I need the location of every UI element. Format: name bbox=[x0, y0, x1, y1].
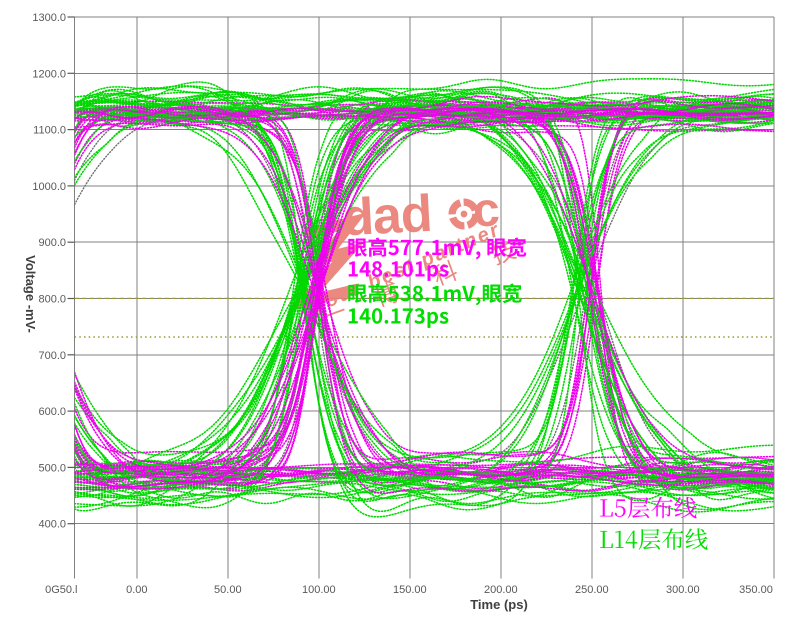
svg-text:Time (ps): Time (ps) bbox=[470, 597, 528, 612]
svg-text:200.00: 200.00 bbox=[484, 584, 518, 596]
svg-text:dad: dad bbox=[341, 185, 433, 248]
svg-text:0.00: 0.00 bbox=[126, 584, 147, 596]
svg-text:300.00: 300.00 bbox=[666, 584, 700, 596]
svg-text:900.0: 900.0 bbox=[38, 237, 66, 249]
svg-text:150.00: 150.00 bbox=[393, 584, 427, 596]
svg-text:0G50.l: 0G50.l bbox=[45, 584, 77, 596]
svg-text:700.0: 700.0 bbox=[38, 350, 66, 362]
svg-text:500.0: 500.0 bbox=[38, 462, 66, 474]
svg-text:100.00: 100.00 bbox=[302, 584, 336, 596]
svg-text:1300.0: 1300.0 bbox=[32, 12, 66, 24]
svg-text:1100.0: 1100.0 bbox=[33, 125, 66, 137]
svg-text:250.00: 250.00 bbox=[575, 584, 609, 596]
svg-text:c: c bbox=[472, 183, 501, 237]
svg-text:600.0: 600.0 bbox=[38, 406, 66, 418]
svg-text:1000.0: 1000.0 bbox=[32, 181, 66, 193]
svg-text:400.0: 400.0 bbox=[38, 519, 66, 531]
svg-text:1200.0: 1200.0 bbox=[32, 68, 66, 80]
svg-text:350.00: 350.00 bbox=[739, 584, 773, 596]
svg-text:Voltage -mV-: Voltage -mV- bbox=[23, 255, 38, 333]
svg-text:50.00: 50.00 bbox=[214, 584, 242, 596]
svg-text:800.0: 800.0 bbox=[38, 294, 66, 306]
